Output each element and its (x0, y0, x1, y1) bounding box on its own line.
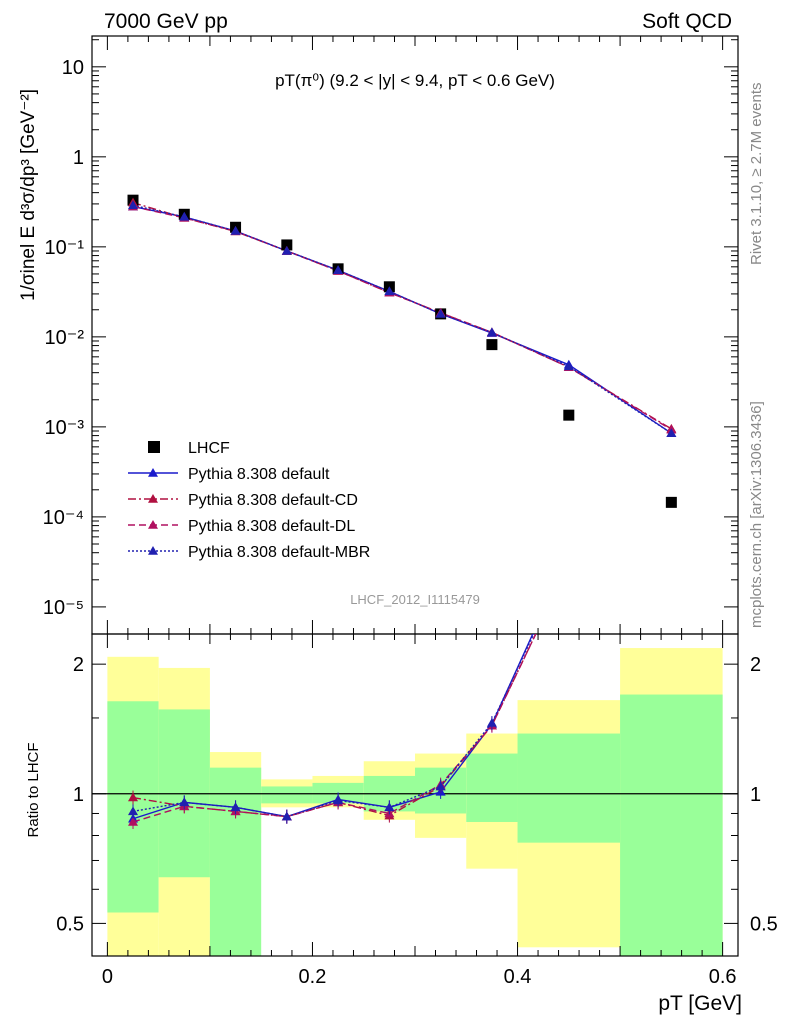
x-tick-label: 0.2 (299, 966, 327, 988)
legend-label: LHCF (188, 440, 230, 457)
pythia-marker (666, 428, 677, 437)
analysis-watermark: LHCF_2012_I1115479 (350, 592, 480, 607)
series-line (132, 205, 672, 434)
series-line (132, 205, 672, 431)
category-label: Soft QCD (642, 10, 732, 33)
pythia-marker (128, 200, 139, 209)
pythia-marker (384, 286, 395, 296)
ratio-y-tick-label: 1 (73, 784, 84, 806)
pythia-marker (486, 327, 497, 337)
ratio-marker (384, 802, 395, 812)
ratio-y-tick-label: 1 (750, 784, 761, 806)
ratio-marker (486, 718, 497, 727)
ratio-marker (333, 795, 344, 805)
main-plot-title: pT(π⁰) (9.2 < |y| < 9.4, pT < 0.6 GeV) (275, 71, 555, 90)
pythia-marker (333, 265, 344, 274)
legend: LHCF Pythia 8.308 default Pythia 8.308 def… (128, 440, 370, 561)
legend-label: Pythia 8.308 default-CD (188, 492, 358, 509)
ratio-marker (179, 797, 190, 807)
ratio-marker (564, 555, 574, 564)
x-axis-label: pT [GeV] (658, 992, 742, 1015)
ratio-y-axis-label: Ratio to LHCF (25, 742, 42, 837)
y-tick-label: 10 (62, 57, 84, 79)
ratio-marker (666, 457, 676, 466)
ratio-marker (564, 560, 574, 569)
ratio-marker (128, 816, 139, 826)
energy-label: 7000 GeV pp (104, 10, 228, 33)
legend-marker (148, 468, 158, 477)
legend-label: Pythia 8.308 default-DL (188, 518, 355, 535)
ratio-y-tick-label: 2 (73, 654, 84, 676)
main-axis-ticks: 10⁻⁵ 10⁻⁴ 10⁻³ 10⁻² 10⁻¹ 1 10 (43, 36, 738, 634)
pythia-marker (435, 308, 446, 318)
ratio-marker (564, 560, 574, 569)
y-tick-label: 10⁻² (45, 327, 85, 349)
pythia-marker (230, 225, 241, 235)
x-tick-label: 0 (102, 966, 113, 988)
ratio-marker (128, 806, 139, 816)
ratio-y-tick-label: 0.5 (750, 913, 778, 935)
ratio-series (128, 439, 676, 829)
ratio-marker (666, 439, 676, 448)
legend-marker-square (148, 441, 160, 453)
series-line (132, 204, 672, 434)
band-inner (261, 786, 313, 804)
ratio-marker (666, 442, 676, 451)
pythia-marker (179, 211, 190, 221)
lhcf-data-point (563, 409, 575, 421)
rivet-label: Rivet 3.1.10, ≥ 2.7M events (748, 83, 765, 266)
legend-marker (148, 546, 158, 555)
pythia-marker (281, 245, 292, 255)
x-tick-label: 0.6 (709, 966, 737, 988)
ratio-marker (281, 811, 292, 821)
y-tick-label: 10⁻³ (45, 417, 85, 439)
ratio-axis-ticks: 0 0.2 0.4 0.6 0.5 0.5 1 1 2 2 (56, 634, 778, 988)
x-tick-label: 0.4 (504, 966, 532, 988)
y-tick-label: 10⁻⁴ (43, 507, 84, 529)
y-tick-label: 10⁻⁵ (43, 597, 84, 619)
main-y-axis-label: 1/σinel E d³σ/dp³ [GeV⁻²] (18, 89, 39, 301)
ratio-y-tick-label: 2 (750, 654, 761, 676)
lhcf-data-point (281, 239, 293, 251)
band-inner (209, 767, 262, 956)
ratio-line (132, 634, 537, 823)
y-tick-label: 10⁻¹ (45, 237, 85, 259)
lhcf-data-point (486, 339, 498, 351)
series-line (132, 201, 672, 430)
mcplots-label: mcplots.cern.ch [arXiv:1306.3436] (748, 401, 765, 628)
ratio-marker (564, 549, 574, 558)
band-inner (466, 753, 518, 822)
legend-label: Pythia 8.308 default-MBR (188, 544, 370, 561)
y-tick-label: 1 (73, 147, 84, 169)
lhcf-data-point (665, 496, 677, 508)
legend-marker (148, 520, 158, 529)
legend-marker (148, 494, 158, 503)
ratio-marker (666, 457, 676, 466)
ratio-line (132, 634, 535, 818)
main-series (127, 194, 677, 508)
band-inner (620, 694, 723, 956)
legend-label: Pythia 8.308 default (188, 466, 330, 483)
ratio-marker (128, 792, 139, 802)
ratio-marker (435, 781, 446, 791)
ratio-marker (230, 802, 241, 812)
pythia-marker (563, 361, 574, 371)
band-inner (517, 733, 621, 843)
ratio-uncertainty-bands (92, 648, 738, 956)
ratio-y-tick-label: 0.5 (56, 913, 84, 935)
